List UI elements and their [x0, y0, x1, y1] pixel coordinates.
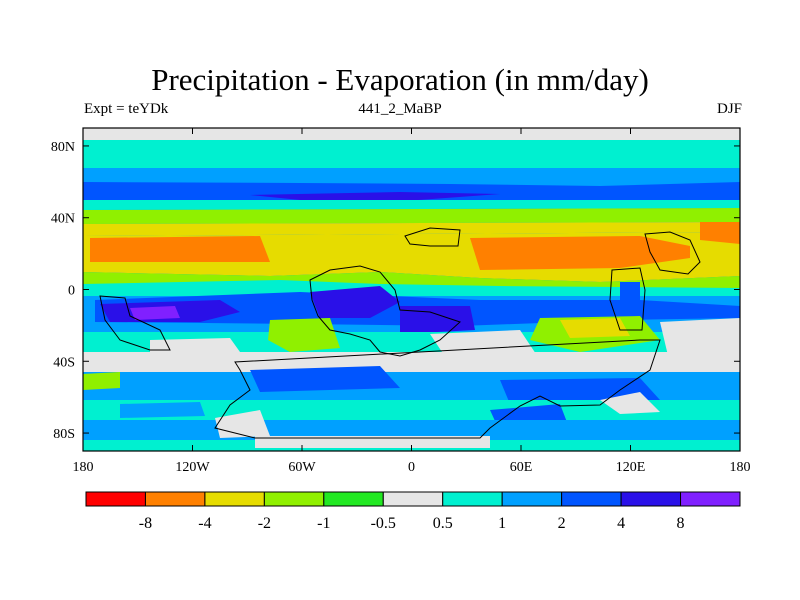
colorbar-swatch — [85, 491, 146, 507]
colorbar-label: -2 — [258, 515, 271, 532]
longitude-axis: 180 120W 60W 0 60E 120E 180 — [73, 128, 751, 475]
colorbar-swatch — [323, 491, 384, 507]
colorbar-swatch — [620, 491, 682, 507]
lon-tick-label: 120W — [175, 460, 210, 475]
colorbar-label: -8 — [139, 515, 152, 532]
colorbar-label: -1 — [317, 515, 330, 532]
lat-tick-label: 0 — [68, 284, 75, 299]
pe-field — [83, 128, 740, 451]
colorbar: -8 -4 -2 -1 -0.5 0.5 1 2 4 8 — [85, 491, 741, 532]
colorbar-swatch — [680, 491, 741, 507]
latitude-axis: 80N 40N 0 40S 80S — [51, 140, 740, 442]
colorbar-label: 4 — [617, 515, 625, 532]
colorbar-label: 2 — [558, 515, 566, 532]
lon-tick-label: 0 — [408, 460, 415, 475]
lon-tick-label: 60W — [288, 460, 316, 475]
colorbar-swatch — [263, 491, 325, 507]
colorbar-swatch — [561, 491, 622, 507]
lat-tick-label: 40N — [51, 212, 75, 227]
colorbar-swatch — [204, 491, 265, 507]
colorbar-swatch — [442, 491, 503, 507]
colorbar-swatch — [501, 491, 563, 507]
colorbar-swatch — [144, 491, 206, 507]
colorbar-label: -4 — [198, 515, 211, 532]
lon-tick-label: 180 — [730, 460, 751, 475]
colorbar-label: 0.5 — [433, 515, 453, 532]
colorbar-label: 8 — [677, 515, 685, 532]
lon-tick-label: 120E — [616, 460, 646, 475]
lat-tick-label: 40S — [53, 355, 75, 370]
colorbar-swatch — [382, 491, 444, 507]
time-label: 441_2_MaBP — [358, 101, 442, 117]
figure-title: Precipitation - Evaporation (in mm/day) — [151, 62, 649, 97]
lat-tick-label: 80S — [53, 427, 75, 442]
colorbar-label: -0.5 — [371, 515, 396, 532]
experiment-label: Expt = teYDk — [84, 101, 169, 117]
lon-tick-label: 180 — [73, 460, 94, 475]
colorbar-label: 1 — [498, 515, 506, 532]
season-label: DJF — [716, 101, 742, 117]
lat-tick-label: 80N — [51, 140, 75, 155]
lon-tick-label: 60E — [510, 460, 533, 475]
